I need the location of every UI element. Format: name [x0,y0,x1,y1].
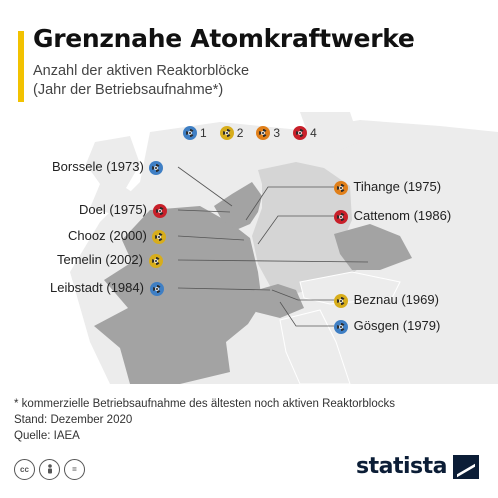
plant-label-beznau: Beznau (1969) [334,292,439,308]
legend-item-3: 3 [256,126,280,140]
legend: 1 2 3 4 [183,126,317,140]
legend-label: 3 [273,126,281,140]
subtitle-line-2: (Jahr der Betriebsaufnahme*) [33,82,224,98]
footnote-source: Quelle: IAEA [14,430,80,442]
radiation-icon [152,203,167,218]
czech-shape [334,224,412,270]
radiation-icon [293,126,308,140]
radiation-icon [183,126,197,140]
map [0,112,498,384]
plant-label-borssele: Borssele (1973) [52,159,164,175]
radiation-icon [149,281,164,296]
cc-icon[interactable]: cc [14,459,35,480]
footnote-line: * kommerzielle Betriebsaufnahme des älte… [14,398,395,410]
plant-label-leibstadt: Leibstadt (1984) [50,280,164,296]
legend-item-4: 4 [293,126,317,140]
subtitle: Anzahl der aktiven Reaktorblöcke (Jahr d… [33,62,249,100]
plant-label-tihange: Tihange (1975) [334,179,441,195]
legend-item-2: 2 [219,126,244,140]
radiation-icon [152,229,167,244]
radiation-icon [334,180,348,195]
leader-lines [177,166,369,327]
benelux-shape [214,182,262,230]
radiation-icon [334,209,348,224]
legend-label: 2 [236,126,244,140]
brand-name: statista [356,454,447,479]
italy-shape [279,309,351,384]
legend-label: 4 [310,126,317,140]
accent-bar [18,31,24,102]
europe-map [0,112,498,384]
statista-mark-icon [452,454,479,479]
plant-label-chooz: Chooz (2000) [68,228,167,244]
plant-label-doel: Doel (1975) [79,202,167,218]
plant-label-temelin: Temelin (2002) [57,252,163,268]
statista-logo[interactable]: statista [356,454,479,479]
legend-label: 1 [200,126,207,140]
no-derivatives-icon[interactable]: = [64,459,85,480]
radiation-icon [148,253,163,268]
license-icons: cc = [14,459,85,480]
radiation-icon [149,160,164,175]
uk-shape [86,136,150,216]
scandinavia-shape [300,112,360,154]
france-shape [94,206,262,384]
switzerland-shape [250,284,304,318]
footnote: * kommerzielle Betriebsaufnahme des älte… [14,396,395,444]
page-title: Grenznahe Atomkraftwerke [33,24,415,53]
austria-shape [299,271,401,305]
attribution-icon[interactable] [39,459,60,480]
plant-label-goesgen: Gösgen (1979) [334,318,440,334]
radiation-icon [334,293,348,308]
legend-item-1: 1 [183,126,207,140]
footnote-date: Stand: Dezember 2020 [14,414,133,426]
radiation-icon [256,126,271,140]
plant-label-cattenom: Cattenom (1986) [334,208,451,224]
subtitle-line-1: Anzahl der aktiven Reaktorblöcke [33,63,250,79]
radiation-icon [334,319,348,334]
radiation-icon [219,126,234,140]
